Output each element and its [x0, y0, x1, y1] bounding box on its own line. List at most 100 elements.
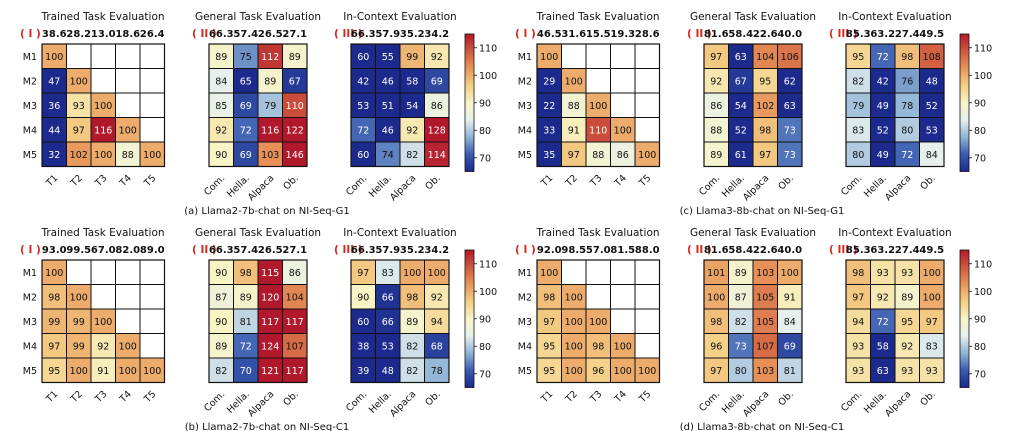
- cell-value: 84: [215, 76, 227, 87]
- baseline-value: 46.5: [537, 29, 562, 40]
- heatmap-cell: [894, 357, 920, 383]
- empty-cell: [115, 284, 141, 310]
- heatmap-cell: [752, 92, 778, 118]
- empty-cell: [139, 284, 165, 310]
- cell-value: 93: [73, 101, 85, 112]
- cell-value: 94: [852, 317, 864, 328]
- cell-value: 115: [261, 268, 279, 279]
- panel-roman-label: ( I ): [515, 244, 536, 256]
- baseline-value: 57.4: [233, 245, 258, 256]
- cell-value: 92: [901, 341, 913, 352]
- cell-value: 116: [261, 125, 279, 136]
- cell-value: 60: [357, 150, 369, 161]
- heatmap-cell: [919, 43, 945, 69]
- heatmap-cell: [610, 141, 636, 167]
- cell-value: 100: [70, 366, 88, 377]
- cell-value: 104: [756, 52, 774, 63]
- heatmap-cell: [66, 141, 92, 167]
- row-label: M5: [518, 366, 532, 377]
- heatmap-cell: [208, 92, 234, 118]
- cell-value: 100: [589, 317, 607, 328]
- heatmap-cell: [282, 284, 308, 310]
- baseline-value: 81.6: [704, 245, 729, 256]
- cell-value: 122: [286, 125, 304, 136]
- cell-value: 93: [926, 366, 938, 377]
- cell-value: 78: [431, 366, 443, 377]
- empty-cell: [139, 92, 165, 118]
- cell-value: 107: [286, 341, 304, 352]
- baseline-value: 49.5: [919, 245, 944, 256]
- cell-value: 95: [852, 52, 864, 63]
- row-label: M4: [518, 125, 532, 136]
- cell-value: 91: [568, 125, 580, 136]
- heatmap-cell: [777, 117, 803, 143]
- cell-value: 98: [710, 317, 722, 328]
- colorbar-tick-label: 110: [479, 259, 497, 270]
- cell-value: 89: [406, 317, 418, 328]
- heatmap-cell: [375, 92, 401, 118]
- heatmap-cell: [115, 117, 141, 143]
- cell-value: 98: [48, 292, 60, 303]
- heatmap-cell: [919, 92, 945, 118]
- empty-cell: [139, 43, 165, 69]
- cell-value: 100: [923, 268, 941, 279]
- colorbar-tick-label: 80: [479, 342, 491, 353]
- heatmap-cell: [585, 333, 611, 359]
- empty-cell: [634, 259, 660, 285]
- heatmap-cell: [424, 92, 450, 118]
- baseline-value: 22.6: [753, 245, 778, 256]
- row-label: M2: [23, 292, 37, 303]
- heatmap-cell: [536, 117, 562, 143]
- cell-value: 120: [261, 292, 279, 303]
- cell-value: 72: [877, 52, 889, 63]
- cell-value: 58: [406, 76, 418, 87]
- heatmap-cell: [894, 333, 920, 359]
- baseline-value: 31.6: [561, 29, 586, 40]
- baseline-value: 89.0: [140, 245, 165, 256]
- empty-cell: [115, 43, 141, 69]
- cell-value: 92: [710, 76, 722, 87]
- cell-value: 70: [240, 366, 252, 377]
- empty-cell: [139, 68, 165, 94]
- baseline-value: 34.2: [424, 29, 449, 40]
- cell-value: 89: [240, 292, 252, 303]
- panel-border: [350, 259, 450, 384]
- cell-value: 58: [877, 341, 889, 352]
- cell-value: 68: [431, 341, 443, 352]
- heatmap-cell: [894, 92, 920, 118]
- baseline-value: 58.4: [728, 245, 753, 256]
- panel-roman-label: ( III ): [334, 244, 363, 256]
- cell-value: 108: [923, 52, 941, 63]
- column-label: Alpaca: [388, 389, 418, 419]
- cell-value: 97: [926, 317, 938, 328]
- cell-value: 100: [143, 366, 161, 377]
- row-label: M2: [518, 76, 532, 87]
- subfigure-caption: (a) Llama2-7b-chat on NI-Seq-G1: [184, 206, 349, 217]
- cell-value: 92: [97, 341, 109, 352]
- baseline-value: 85.3: [846, 245, 871, 256]
- cell-value: 52: [926, 101, 938, 112]
- colorbar-tick-label: 100: [974, 71, 992, 82]
- empty-cell: [610, 68, 636, 94]
- baseline-value: 66.3: [351, 245, 376, 256]
- heatmap-cell: [536, 284, 562, 310]
- cell-value: 83: [926, 341, 938, 352]
- row-label: M4: [518, 341, 532, 352]
- cell-value: 100: [70, 292, 88, 303]
- baseline-value: 66.3: [209, 29, 234, 40]
- empty-cell: [634, 68, 660, 94]
- cell-value: 89: [215, 341, 227, 352]
- baseline-value: 28.6: [635, 29, 660, 40]
- cell-value: 99: [48, 317, 60, 328]
- row-label: M4: [23, 125, 37, 136]
- cell-value: 53: [357, 101, 369, 112]
- heatmap-cell: [610, 117, 636, 143]
- cell-value: 88: [592, 150, 604, 161]
- baseline-value: 63.2: [870, 245, 895, 256]
- heatmap-cell: [282, 68, 308, 94]
- cell-value: 100: [638, 150, 656, 161]
- empty-cell: [115, 68, 141, 94]
- column-label: Com.: [202, 173, 227, 198]
- baseline-value: 38.6: [42, 29, 67, 40]
- heatmap-cell: [561, 308, 587, 334]
